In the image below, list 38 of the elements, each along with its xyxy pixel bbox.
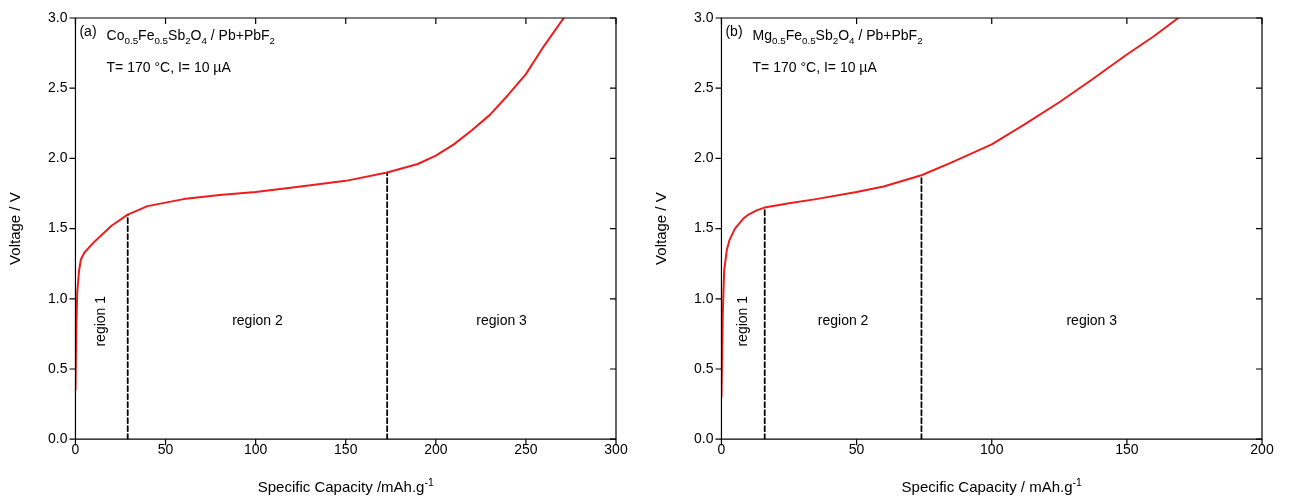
- y-tick-label: 2.0: [693, 149, 714, 166]
- y-tick-label: 2.0: [47, 149, 68, 166]
- annotation: region 3: [476, 312, 528, 329]
- x-tick-label: 0: [71, 441, 80, 458]
- y-tick-label: 0.5: [47, 359, 68, 376]
- y-axis-title: Voltage / V: [6, 192, 24, 265]
- y-tick-label: 2.5: [47, 79, 68, 96]
- annotation: region 2: [232, 312, 283, 329]
- x-tick-label: 200: [424, 441, 448, 458]
- x-tick-label: 150: [334, 441, 358, 458]
- x-tick-label: 50: [848, 441, 865, 458]
- x-tick-label: 100: [980, 441, 1004, 458]
- annotation: T= 170 °C, I= 10 µA: [752, 58, 878, 75]
- x-tick-label: 0: [717, 441, 726, 458]
- y-tick-label: 2.5: [693, 79, 714, 96]
- annotation: (a): [79, 22, 97, 39]
- annotation: region 1: [92, 295, 109, 347]
- x-tick-label: 250: [514, 441, 538, 458]
- x-tick-label: 100: [243, 441, 268, 458]
- annotation: region 1: [733, 295, 750, 347]
- y-tick-label: 3.0: [693, 8, 714, 25]
- annotation: T= 170 °C, I= 10 µA: [106, 58, 232, 75]
- y-tick-label: 0.0: [47, 430, 68, 447]
- annotation: (b): [725, 22, 743, 39]
- y-tick-label: 0.5: [693, 359, 714, 376]
- annotation: region 3: [1066, 312, 1118, 329]
- annotation: region 2: [817, 312, 869, 329]
- y-axis-title: Voltage / V: [652, 192, 670, 265]
- x-tick-label: 300: [604, 441, 628, 458]
- x-tick-label: 50: [157, 441, 174, 458]
- y-tick-label: 1.0: [693, 289, 714, 306]
- y-tick-label: 0.0: [693, 430, 714, 447]
- y-tick-label: 1.5: [693, 219, 714, 236]
- y-tick-label: 1.0: [47, 289, 68, 306]
- y-tick-label: 1.5: [47, 219, 68, 236]
- y-tick-label: 3.0: [47, 8, 68, 25]
- x-tick-label: 200: [1250, 441, 1274, 458]
- x-tick-label: 150: [1115, 441, 1139, 458]
